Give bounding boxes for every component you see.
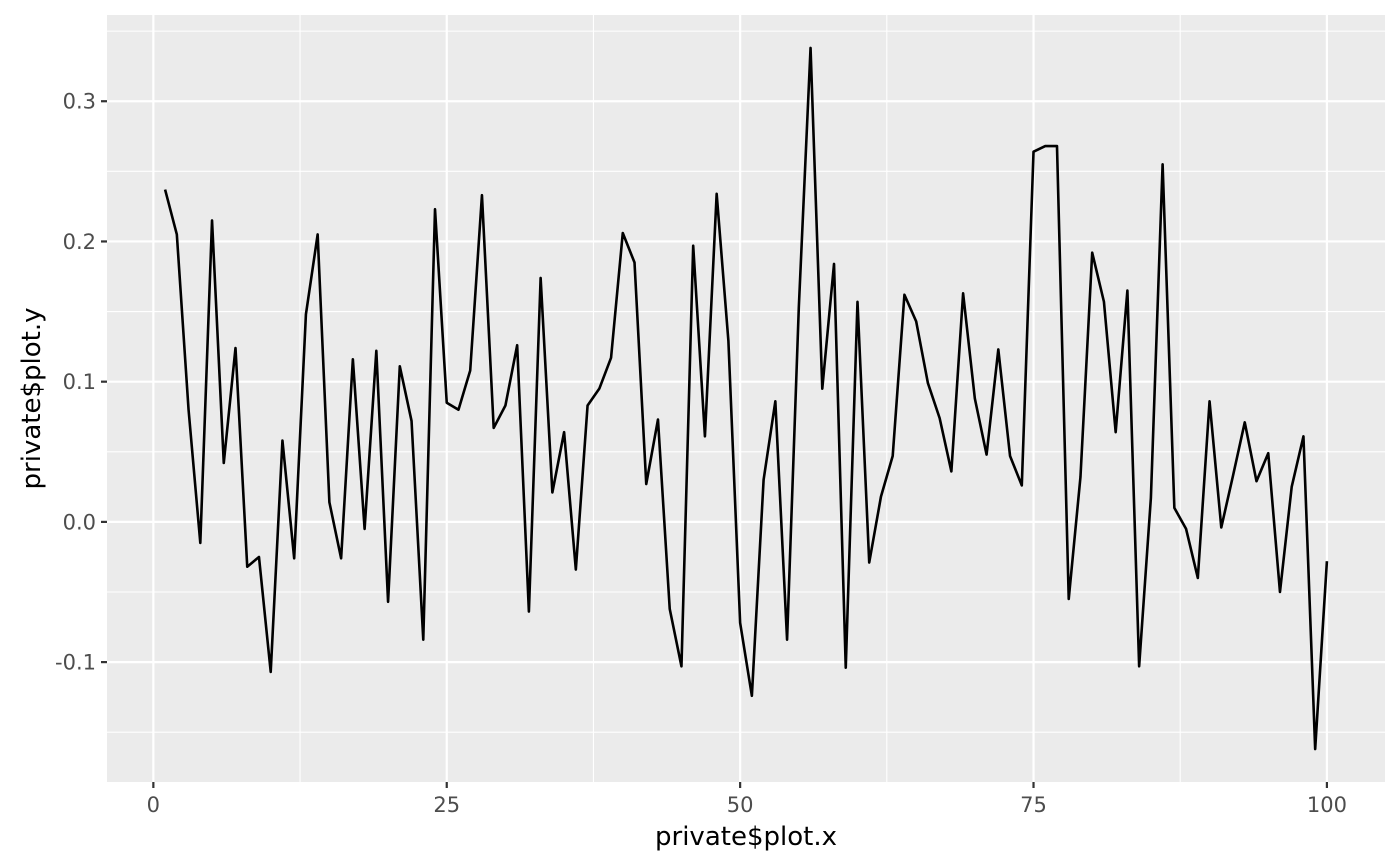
major-gridlines: [107, 15, 1385, 782]
y-tick-label: 0.2: [63, 230, 96, 254]
x-axis: 0 25 50 75 100: [147, 782, 1347, 817]
x-tick-label: 25: [433, 793, 460, 817]
y-tick-label: 0.3: [63, 90, 96, 114]
series-line: [163, 46, 1329, 751]
x-tick-label: 0: [147, 793, 160, 817]
y-tick-label: 0.0: [63, 510, 96, 534]
x-tick-label: 50: [727, 793, 754, 817]
y-axis: -0.1 0.0 0.1 0.2 0.3: [55, 90, 107, 675]
x-tick-label: 75: [1020, 793, 1047, 817]
y-axis-title: private$plot.y: [17, 308, 47, 490]
y-tick-label: 0.1: [63, 370, 96, 394]
x-tick-label: 100: [1307, 793, 1347, 817]
y-tick-label: -0.1: [55, 651, 96, 675]
x-axis-title: private$plot.x: [655, 822, 837, 852]
